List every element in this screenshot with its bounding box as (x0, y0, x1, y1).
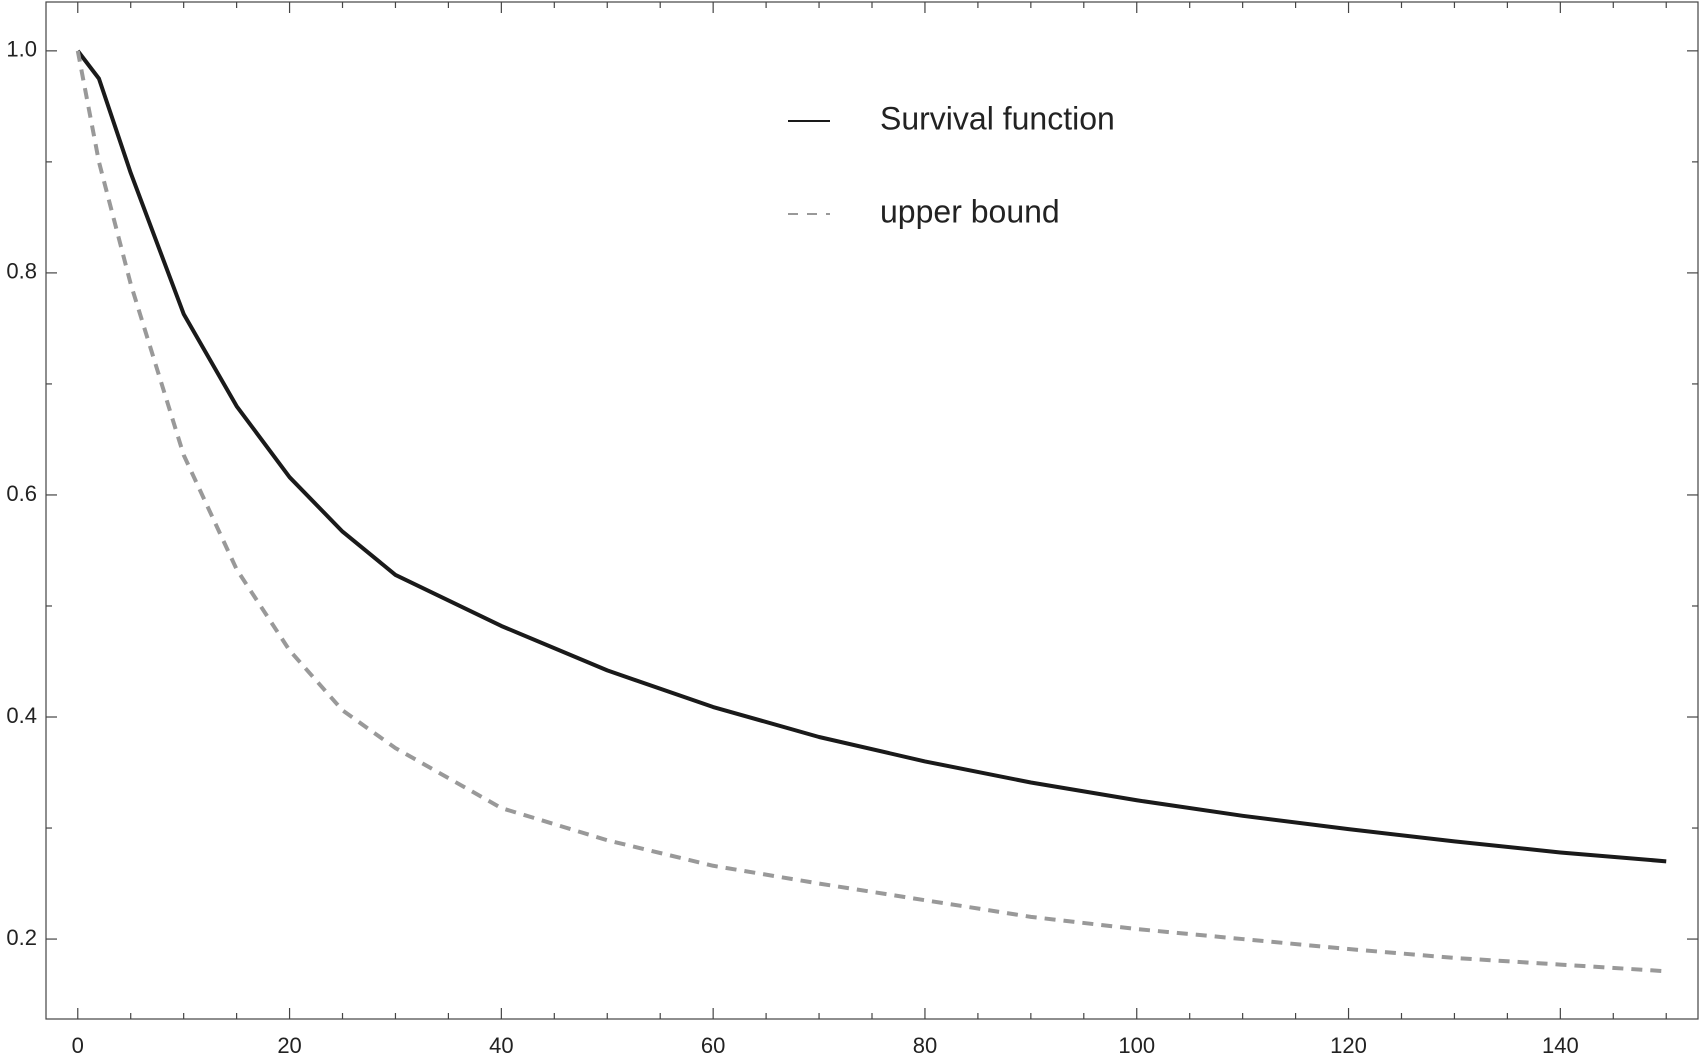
y-tick-label: 0.2 (6, 925, 37, 950)
x-tick-label: 0 (72, 1033, 84, 1058)
plot-frame (45, 1, 1699, 1020)
x-tick-label: 20 (277, 1033, 301, 1058)
x-tick-label: 140 (1542, 1033, 1579, 1058)
y-tick-label: 0.4 (6, 703, 37, 728)
x-tick-label: 120 (1330, 1033, 1367, 1058)
legend-label: Survival function (880, 100, 1115, 136)
x-tick-label: 60 (701, 1033, 725, 1058)
x-tick-label: 80 (913, 1033, 937, 1058)
x-tick-label: 100 (1118, 1033, 1155, 1058)
series-line (75, 50, 1667, 974)
y-tick-label: 1.0 (6, 37, 37, 62)
x-tick-label: 40 (489, 1033, 513, 1058)
y-tick-label: 0.6 (6, 481, 37, 506)
y-tick-label: 0.8 (6, 259, 37, 284)
series-line (76, 49, 1667, 864)
legend-label: upper bound (880, 193, 1060, 229)
